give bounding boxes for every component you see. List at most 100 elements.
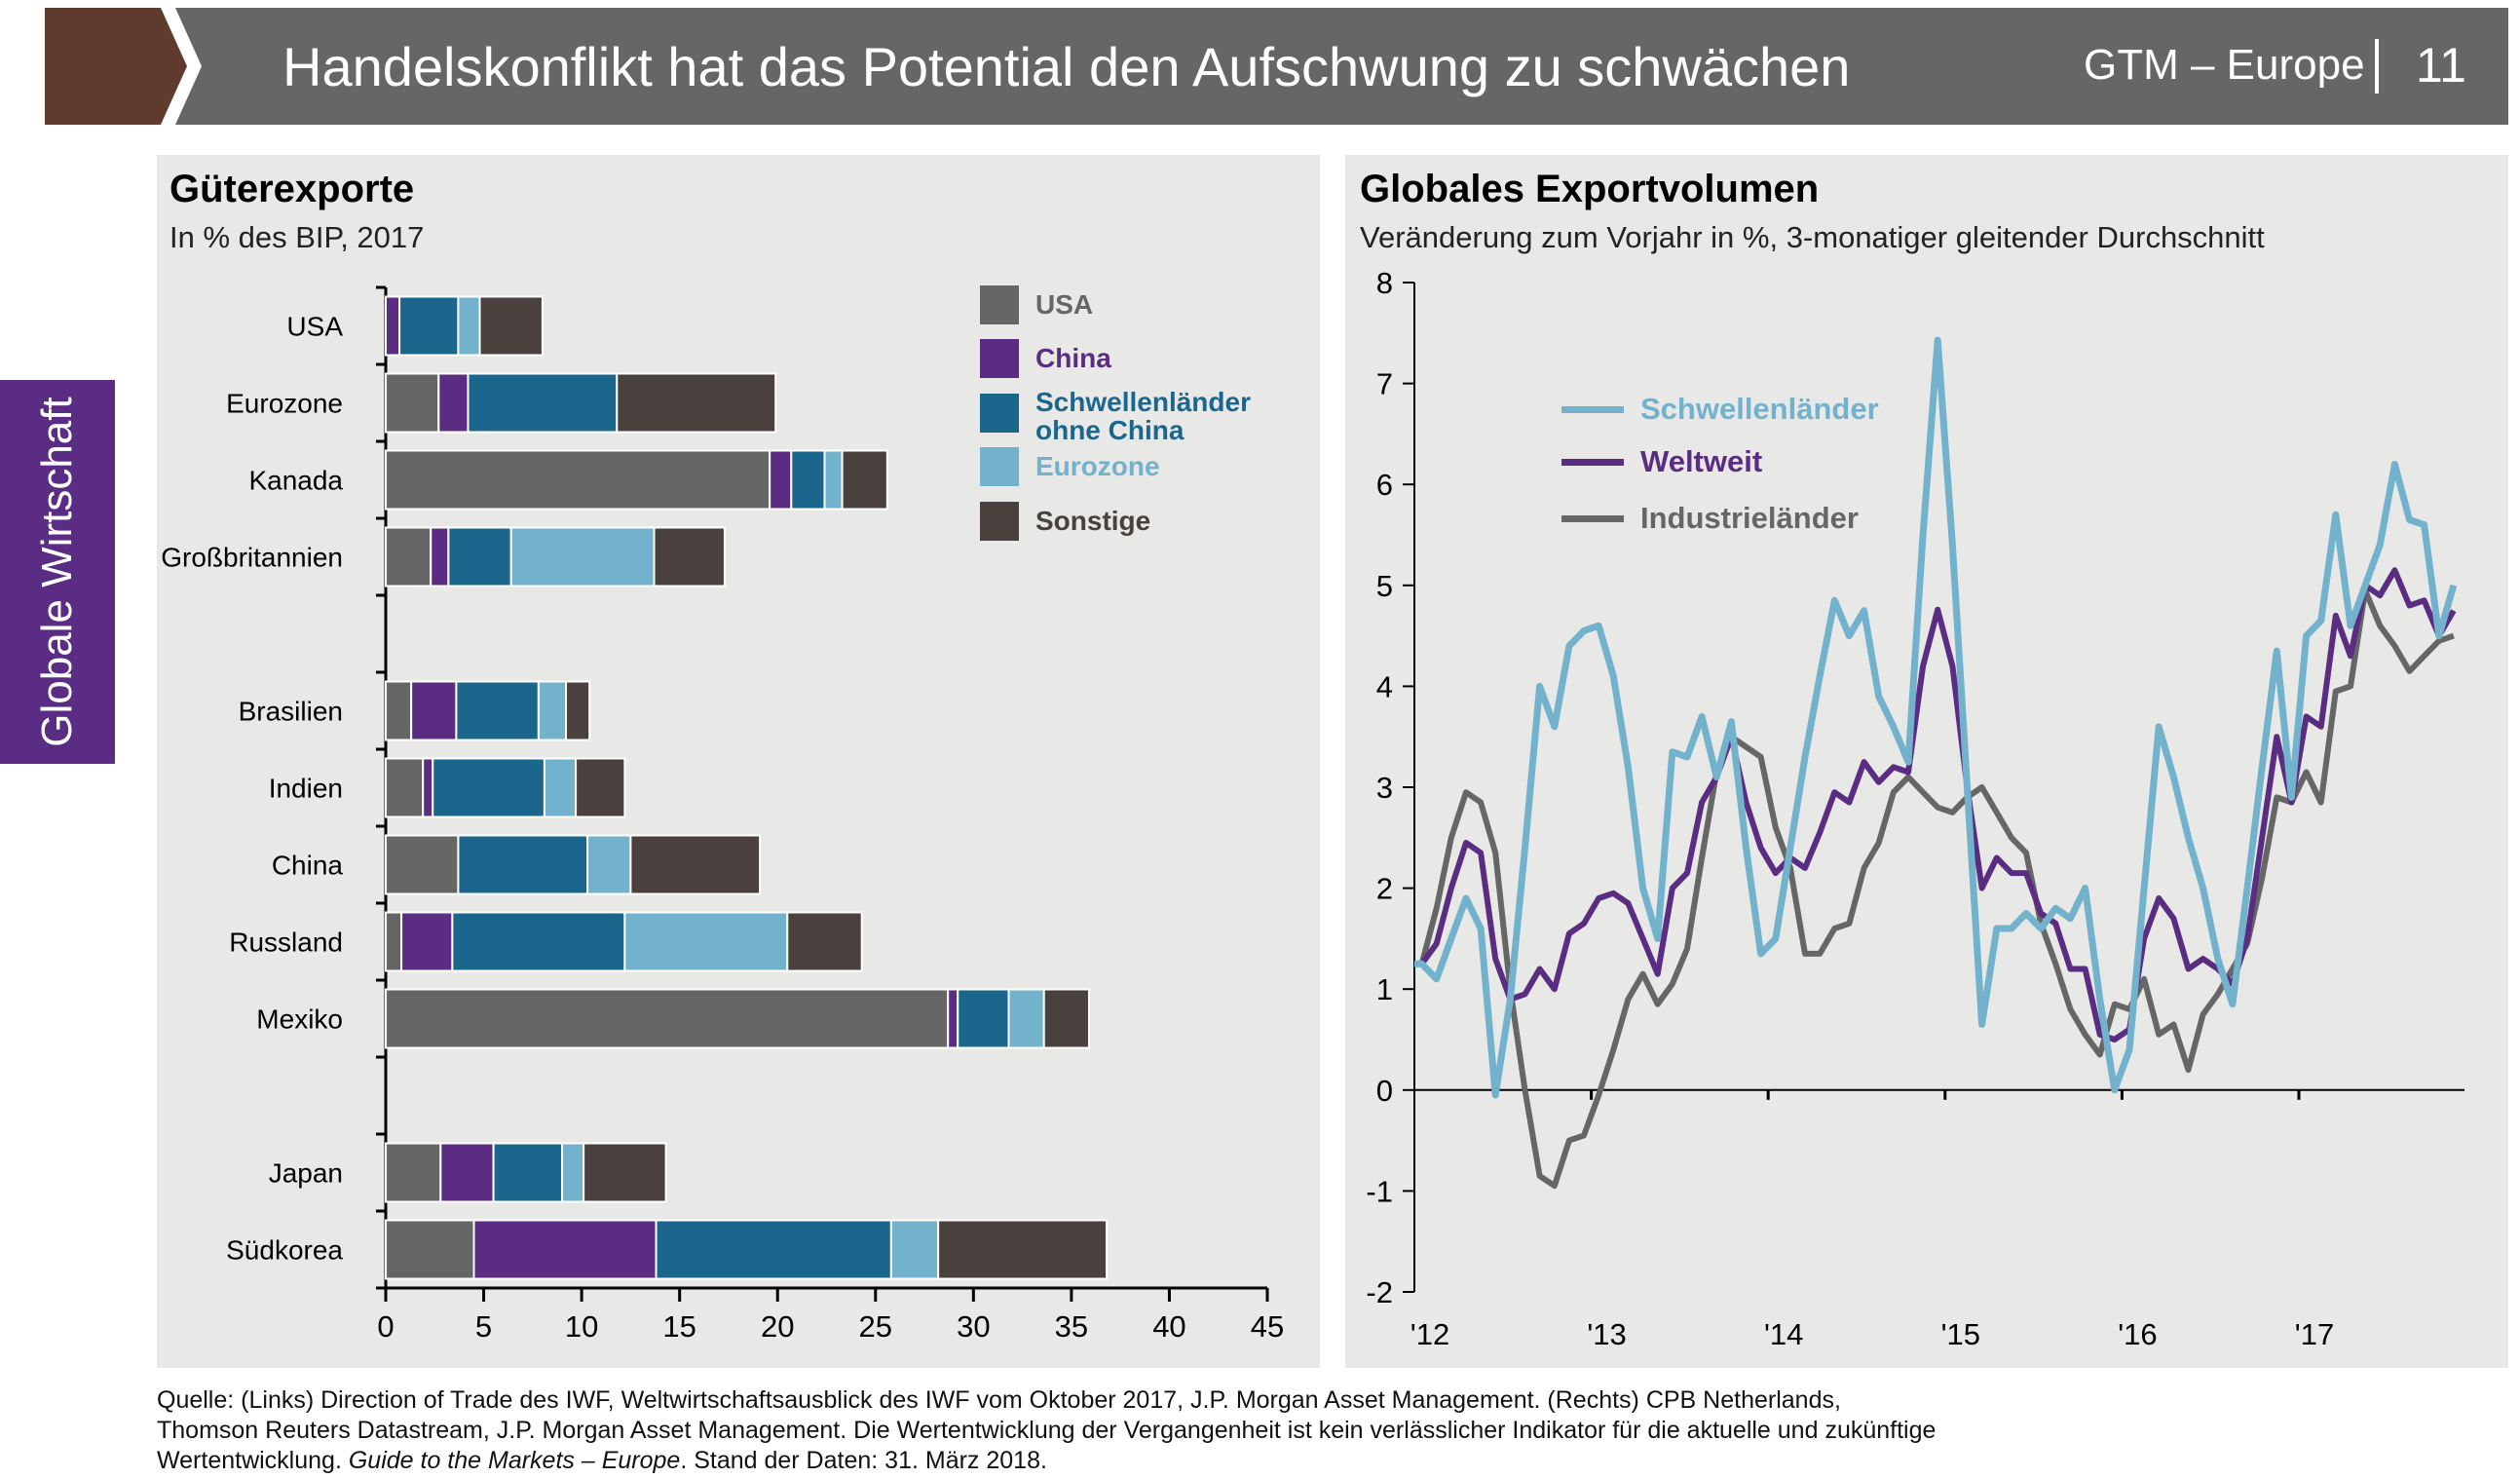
header-brown-chevron	[45, 8, 187, 125]
x-tick-label: 25	[859, 1309, 892, 1344]
x-tick-label: 30	[957, 1309, 990, 1344]
legend-swatch-sonstige	[980, 502, 1019, 541]
bar-segment	[385, 1142, 442, 1203]
category-label: Brasilien	[239, 697, 343, 727]
bar-segment	[385, 372, 440, 434]
bar-segment	[492, 1142, 563, 1203]
footer-source-line-1: Quelle: (Links) Direction of Trade des I…	[157, 1386, 1841, 1414]
page-title: Handelskonflikt hat das Potential den Au…	[282, 36, 1851, 97]
bar-segment	[385, 680, 413, 741]
x-tick-label: '13	[1587, 1317, 1626, 1351]
header-gray-bar	[175, 8, 2508, 125]
right-chart-title: Globales Exportvolumen	[1360, 168, 1820, 210]
category-label: Eurozone	[226, 389, 343, 419]
footer-source-line-3: Wertentwicklung. Guide to the Markets – …	[157, 1447, 1047, 1475]
x-tick-label: '16	[2118, 1317, 2157, 1351]
legend-label-schwellenlaender-ohne-china: Schwellenländer ohne China	[1035, 387, 1251, 445]
footer-source-line-2: Thomson Reuters Datastream, J.P. Morgan …	[157, 1417, 1937, 1444]
legend-swatch-schwellenlaender-ohne-china	[980, 394, 1019, 433]
bar-segment	[565, 680, 591, 741]
header-banner	[45, 8, 2508, 125]
x-tick-label: '15	[1941, 1317, 1980, 1351]
category-label: Südkorea	[226, 1235, 343, 1266]
y-tick-label: 4	[1376, 669, 1393, 703]
legend-label-industrielaender: Industrieländer	[1640, 501, 1859, 535]
y-tick-label: 8	[1376, 266, 1393, 300]
bar-segment	[841, 449, 888, 511]
series-line-schwellenländer	[1414, 336, 2458, 1099]
right-chart-subtitle: Veränderung zum Vorjahr in %, 3-monatige…	[1360, 220, 2265, 254]
footer-line-3-suffix: . Stand der Daten: 31. März 2018.	[680, 1447, 1047, 1474]
sidebar-tab-globale-wirtschaft[interactable]: Globale Wirtschaft	[0, 380, 115, 764]
category-label: China	[272, 851, 344, 881]
y-tick-label: -1	[1366, 1174, 1393, 1208]
y-tick-label: 5	[1376, 569, 1393, 603]
x-tick-label: 35	[1055, 1309, 1088, 1344]
category-label: Indien	[269, 774, 343, 804]
bar-segment	[398, 295, 460, 357]
bar-segment	[457, 834, 589, 895]
bar-segment	[586, 834, 632, 895]
bar-segment	[1042, 988, 1090, 1049]
bar-segment	[937, 1219, 1109, 1280]
bar-segment	[385, 988, 950, 1049]
x-tick-label: '14	[1764, 1317, 1803, 1351]
bar-segment	[385, 449, 771, 511]
bar-segment	[786, 911, 863, 972]
bar-segment	[629, 834, 762, 895]
category-label: Kanada	[248, 466, 343, 496]
bar-segment	[509, 526, 656, 587]
bar-segment	[467, 372, 619, 434]
bar-segment	[385, 1219, 475, 1280]
x-tick-label: '17	[2295, 1317, 2334, 1351]
legend-swatch-usa	[980, 285, 1019, 324]
bar-segment	[543, 757, 578, 818]
x-tick-label: 40	[1152, 1309, 1185, 1344]
header-brand: GTM – Europe	[2084, 41, 2365, 89]
bar-segment	[385, 526, 433, 587]
bar-segment	[583, 1142, 667, 1203]
bar-segment	[478, 295, 544, 357]
category-label: Mexiko	[256, 1004, 343, 1035]
x-tick-label: 20	[761, 1309, 794, 1344]
legend-label-usa: USA	[1035, 289, 1094, 320]
series-line-weltweit	[1414, 567, 2457, 1042]
left-chart-panel	[157, 155, 1320, 1368]
bar-segment	[439, 1142, 495, 1203]
y-tick-label: 2	[1376, 872, 1393, 906]
y-tick-label: 1	[1376, 972, 1393, 1006]
footer-line-3-prefix: Wertentwicklung.	[157, 1447, 349, 1474]
series-line-industrieländer	[1414, 587, 2455, 1190]
legend-label-eurozone: Eurozone	[1035, 451, 1160, 481]
y-tick-label: 6	[1376, 468, 1393, 502]
y-tick-label: 0	[1376, 1074, 1393, 1108]
legend-swatch-eurozone	[980, 447, 1019, 486]
bar-segment	[623, 911, 789, 972]
bar-segment	[957, 988, 1010, 1049]
category-label: Japan	[269, 1158, 343, 1189]
y-tick-label: 3	[1376, 771, 1393, 805]
bar-segment	[472, 1219, 658, 1280]
legend-swatch-china	[980, 339, 1019, 378]
x-tick-label: 45	[1251, 1309, 1284, 1344]
bar-segment	[385, 834, 460, 895]
bar-segment	[451, 911, 626, 972]
x-tick-label: '12	[1410, 1317, 1449, 1351]
x-tick-label: 15	[662, 1309, 696, 1344]
bar-segment	[447, 526, 512, 587]
legend-label-china: China	[1035, 343, 1111, 373]
bar-segment	[616, 372, 777, 434]
category-label: USA	[286, 312, 343, 342]
x-tick-label: 0	[377, 1309, 394, 1344]
legend-line-weltweit	[1561, 459, 1624, 466]
footer-publication-name: Guide to the Markets – Europe	[348, 1447, 681, 1474]
x-tick-label: 5	[475, 1309, 492, 1344]
y-tick-label: -2	[1366, 1275, 1393, 1309]
legend-label-weltweit: Weltweit	[1640, 444, 1763, 478]
bar-segment	[1007, 988, 1045, 1049]
bar-segment	[385, 757, 425, 818]
bar-segment	[410, 680, 458, 741]
x-tick-label: 10	[565, 1309, 598, 1344]
